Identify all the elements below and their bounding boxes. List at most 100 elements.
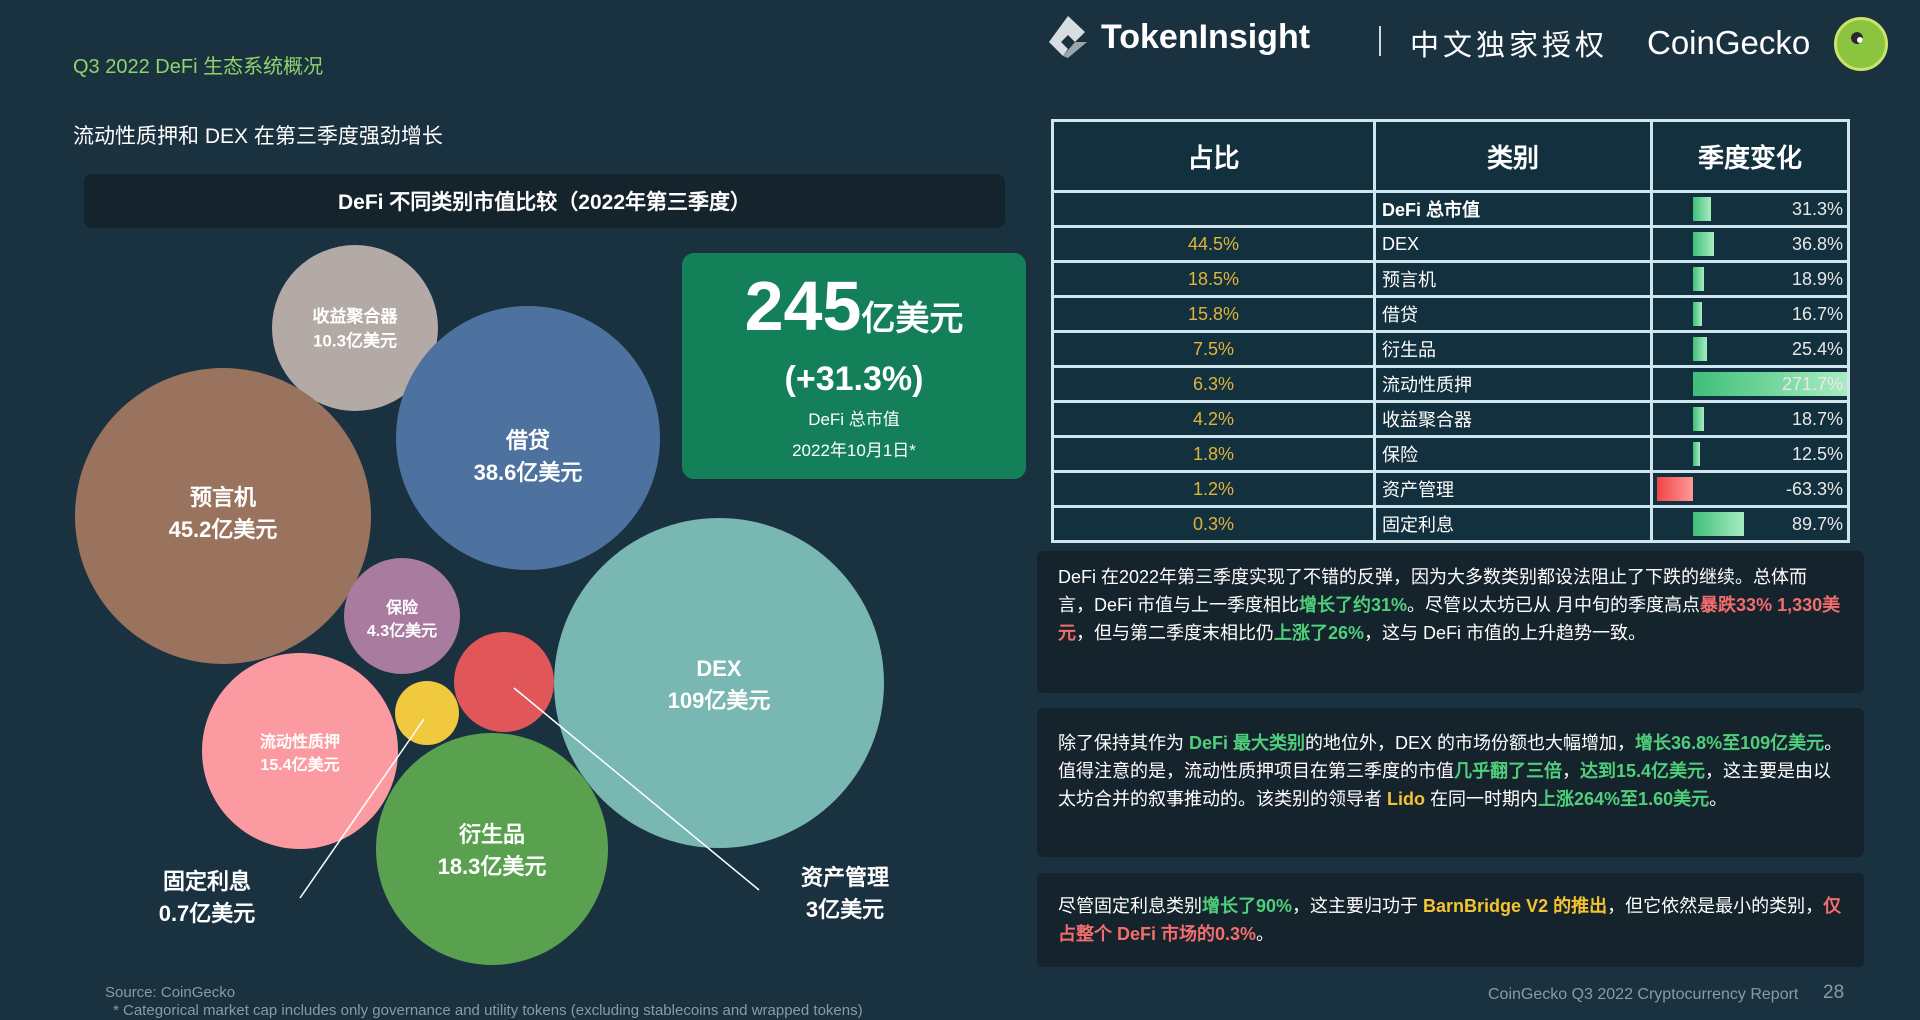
paragraph-text: 尽管固定利息类别 <box>1058 896 1202 916</box>
table-row: 15.8% 借贷 16.7% <box>1051 295 1850 333</box>
tokeninsight-icon <box>1049 16 1087 58</box>
category-cell: 借贷 <box>1373 295 1653 333</box>
change-value: -63.3% <box>1785 478 1843 499</box>
change-cell: 18.7% <box>1650 400 1850 438</box>
change-value: 25.4% <box>1791 338 1843 359</box>
highlight-text: 达到15.4亿美元 <box>1580 761 1706 781</box>
total-value: 245亿美元 <box>682 267 1026 358</box>
header-share: 占比 <box>1051 119 1376 193</box>
table-row: 1.2% 资产管理 -63.3% <box>1051 470 1850 508</box>
bubble-value-label: 3亿美元 <box>806 897 884 922</box>
tokeninsight-text: TokenInsight <box>1101 17 1311 56</box>
bubble-6 <box>395 681 459 745</box>
change-bar <box>1693 442 1701 466</box>
total-change: (+31.3%) <box>784 360 924 398</box>
highlight-text: 暴跌33% 1,330美元 <box>1058 595 1841 643</box>
commentary-paragraph-2: 除了保持其作为 DeFi 最大类别的地位外，DEX 的市场份额也大幅增加，增长3… <box>1037 708 1864 857</box>
bubble-5 <box>454 632 554 732</box>
bubble-7 <box>202 653 398 849</box>
change-value: 31.3% <box>1791 198 1843 219</box>
paragraph-text: ，这与 DeFi 市值的上升趋势一致。 <box>1364 623 1647 643</box>
source-note: Source: CoinGecko <box>105 984 236 1001</box>
bubble-name-label: 衍生品 <box>459 822 525 847</box>
bubble-name-label: 预言机 <box>190 485 256 510</box>
highlight-text: 上涨264%至1.60美元 <box>1538 789 1710 809</box>
bubble-value-label: 109亿美元 <box>668 688 771 713</box>
paragraph-text: 。值得注意的是，流动性质押项目在第三季度的市值 <box>1058 733 1843 781</box>
share-cell: 18.5% <box>1051 260 1376 298</box>
category-cell: 预言机 <box>1373 260 1653 298</box>
share-cell <box>1051 190 1376 228</box>
change-bar <box>1693 337 1708 361</box>
change-value: 271.7% <box>1781 373 1843 394</box>
share-cell: 15.8% <box>1051 295 1376 333</box>
bubble-value-label: 15.4亿美元 <box>260 755 339 774</box>
bubble-value-label: 38.6亿美元 <box>474 460 583 485</box>
bubble-3 <box>344 558 460 674</box>
table-row: 1.8% 保险 12.5% <box>1051 435 1850 473</box>
section-title: Q3 2022 DeFi 生态系统概况 <box>73 56 324 78</box>
page-number: 28 <box>1823 982 1845 1003</box>
table-row: DeFi 总市值 31.3% <box>1051 190 1850 228</box>
total-number: 245 <box>744 267 862 345</box>
change-cell: -63.3% <box>1650 470 1850 508</box>
change-cell: 25.4% <box>1650 330 1850 368</box>
highlight-text: 仅占整个 DeFi 市场的0.3% <box>1058 896 1842 944</box>
report-name: CoinGecko Q3 2022 Cryptocurrency Report <box>1488 986 1799 1003</box>
change-bar <box>1693 372 1848 396</box>
bubble-4 <box>554 518 884 848</box>
bubble-name-label: 保险 <box>385 598 419 617</box>
paragraph-text: DeFi 在2022年第三季度实现了不错的反弹，因为大多数类别都设法阻止了下跌的… <box>1058 567 1808 615</box>
change-value: 18.9% <box>1791 268 1843 289</box>
paragraph-text: 在同一时期内 <box>1425 789 1539 809</box>
commentary-paragraph-3: 尽管固定利息类别增长了90%，这主要归功于 BarnBridge V2 的推出，… <box>1037 873 1864 967</box>
change-cell: 12.5% <box>1650 435 1850 473</box>
change-bar <box>1693 407 1704 431</box>
change-bar <box>1693 302 1703 326</box>
table-row: 0.3% 固定利息 89.7% <box>1051 505 1850 543</box>
change-bar <box>1693 267 1704 291</box>
total-date: 2022年10月1日* <box>792 441 916 460</box>
coingecko-gecko-icon <box>1834 17 1888 71</box>
paragraph-text: 除了保持其作为 <box>1058 733 1190 753</box>
change-bar <box>1693 512 1744 536</box>
header-category: 类别 <box>1373 119 1653 193</box>
highlight-text: 增长了90% <box>1202 896 1293 916</box>
category-cell: 衍生品 <box>1373 330 1653 368</box>
bubble-8 <box>376 733 608 965</box>
change-cell: 16.7% <box>1650 295 1850 333</box>
bubble-value-label: 0.7亿美元 <box>159 901 256 926</box>
paragraph-text: 的地位外，DEX 的市场份额也大幅增加， <box>1305 733 1636 753</box>
chart-title: DeFi 不同类别市值比较（2022年第三季度） <box>84 174 1005 228</box>
share-cell: 7.5% <box>1051 330 1376 368</box>
change-value: 18.7% <box>1791 408 1843 429</box>
change-cell: 271.7% <box>1650 365 1850 403</box>
category-cell: 固定利息 <box>1373 505 1653 543</box>
category-cell: 流动性质押 <box>1373 365 1653 403</box>
paragraph-text: ，这主要是由以太坊合并的叙事推动的。该类别的领导者 <box>1058 761 1832 809</box>
bubble-name-label: 借贷 <box>505 428 550 453</box>
highlight-text: BarnBridge V2 的推出 <box>1423 896 1608 916</box>
change-cell: 36.8% <box>1650 225 1850 263</box>
callout-line-fixed-income <box>299 718 425 899</box>
paragraph-text: ，这主要归功于 <box>1292 896 1424 916</box>
table-row: 44.5% DEX 36.8% <box>1051 225 1850 263</box>
share-cell: 1.8% <box>1051 435 1376 473</box>
change-value: 89.7% <box>1791 513 1843 534</box>
change-bar <box>1693 232 1714 256</box>
category-cell: 保险 <box>1373 435 1653 473</box>
highlight-text: Lido <box>1387 789 1425 809</box>
category-cell: DEX <box>1373 225 1653 263</box>
bubble-value-label: 4.3亿美元 <box>367 621 437 640</box>
change-value: 16.7% <box>1791 303 1843 324</box>
category-cell: 收益聚合器 <box>1373 400 1653 438</box>
change-bar <box>1657 477 1693 501</box>
total-market-cap-card: 245亿美元 (+31.3%) DeFi 总市值 2022年10月1日* <box>682 253 1026 479</box>
change-cell: 31.3% <box>1650 190 1850 228</box>
highlight-text: DeFi 最大类别 <box>1189 733 1306 753</box>
tokeninsight-logo: TokenInsight <box>1045 14 1310 60</box>
change-bar <box>1693 197 1711 221</box>
share-cell: 1.2% <box>1051 470 1376 508</box>
share-cell: 6.3% <box>1051 365 1376 403</box>
